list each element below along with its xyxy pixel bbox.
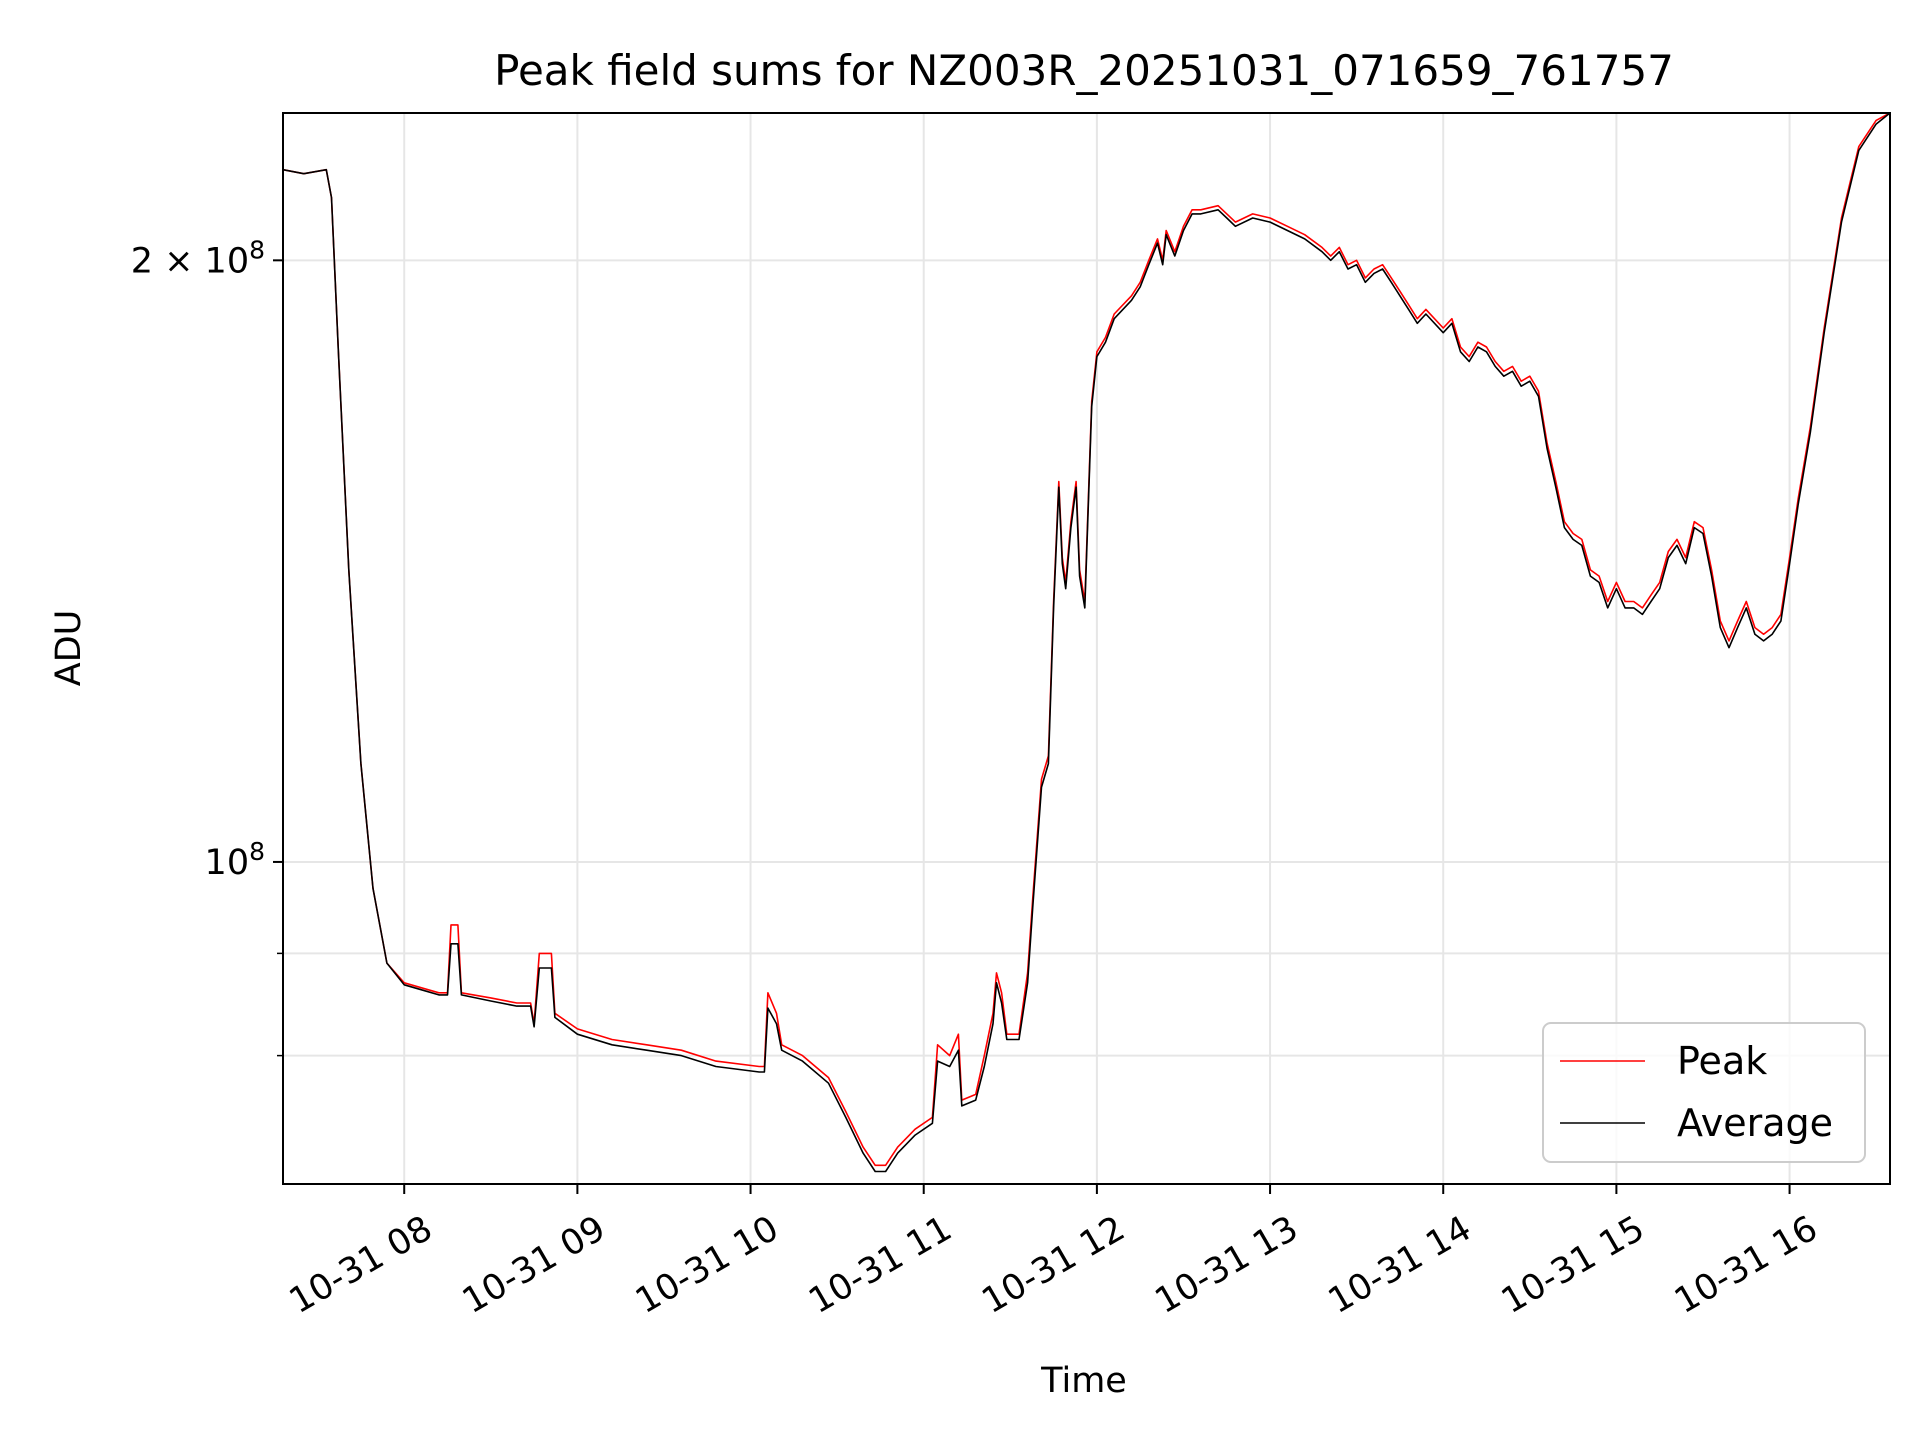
series-layer bbox=[282, 112, 1891, 1173]
plot-area bbox=[283, 113, 1890, 1184]
chart-title: Peak field sums for NZ003R_20251031_0716… bbox=[494, 46, 1674, 95]
y-tick-label: 108 bbox=[205, 837, 265, 883]
legend-label-peak: Peak bbox=[1677, 1039, 1767, 1083]
legend: Peak Average bbox=[1542, 1022, 1866, 1163]
y-axis: 108 2 × 108 bbox=[131, 235, 283, 1057]
y-tick-label: 2 × 108 bbox=[131, 235, 265, 281]
series-line-average bbox=[282, 112, 1891, 1173]
plot-frame bbox=[282, 112, 1891, 1185]
y-axis-label: ADU bbox=[49, 610, 89, 687]
x-axis-label: Time bbox=[1040, 1361, 1127, 1401]
legend-label-average: Average bbox=[1677, 1101, 1833, 1145]
grid-layer bbox=[283, 113, 1890, 1184]
legend-box bbox=[1542, 1022, 1866, 1163]
